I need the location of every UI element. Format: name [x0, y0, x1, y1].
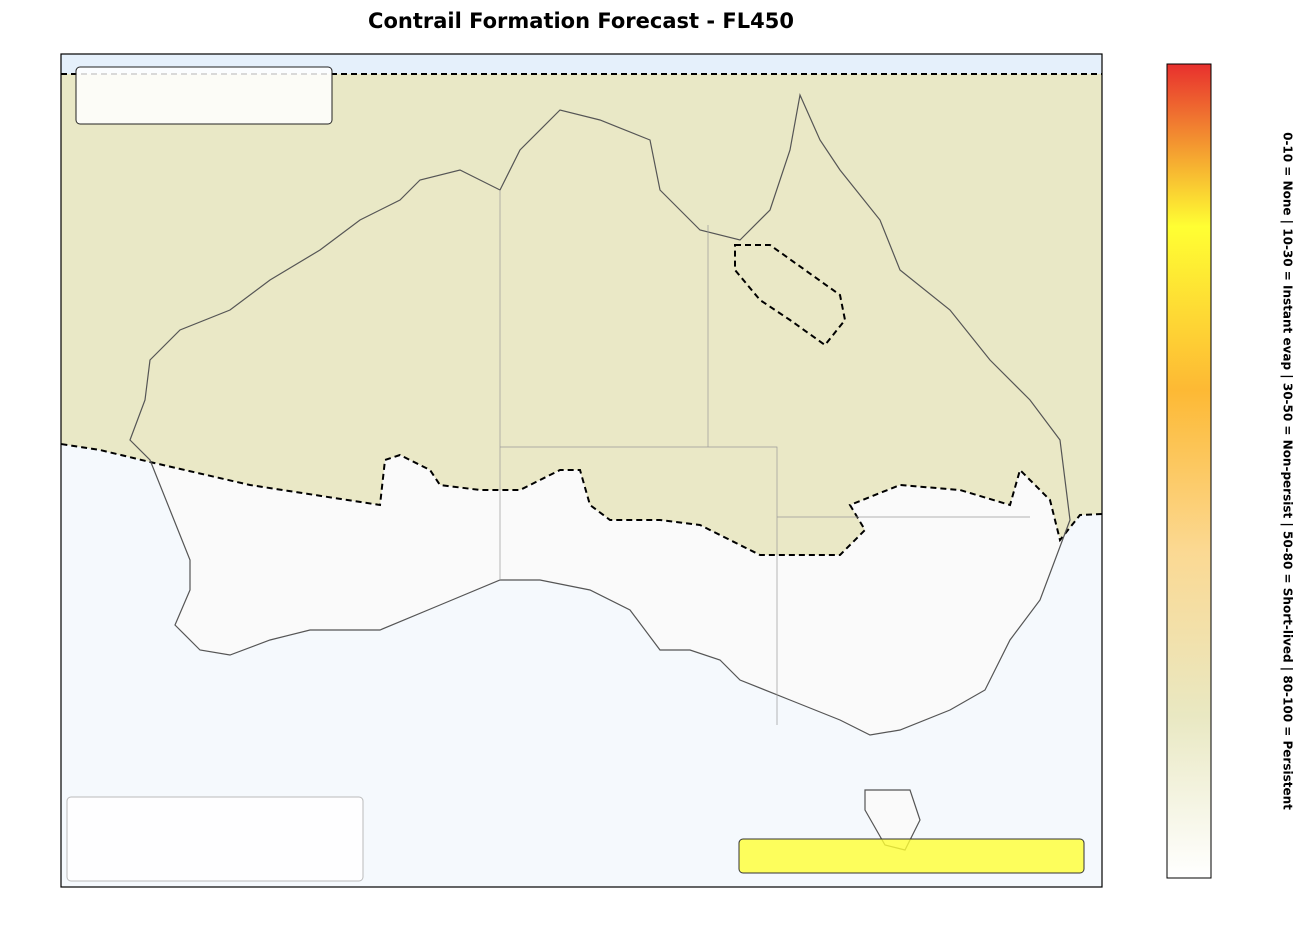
note-box — [738, 838, 1085, 874]
map-area — [61, 54, 1102, 887]
map-frame — [60, 53, 1103, 888]
colorbar-label: 0-10 = None | 10-30 = Instant evap | 30-… — [1281, 132, 1295, 810]
legend — [66, 796, 364, 882]
colorbar — [1166, 63, 1212, 879]
title: Contrail Formation Forecast - FL450 — [368, 9, 794, 33]
info-box — [75, 66, 333, 125]
contrail-zone — [61, 74, 1102, 555]
state-borders — [499, 190, 1030, 725]
